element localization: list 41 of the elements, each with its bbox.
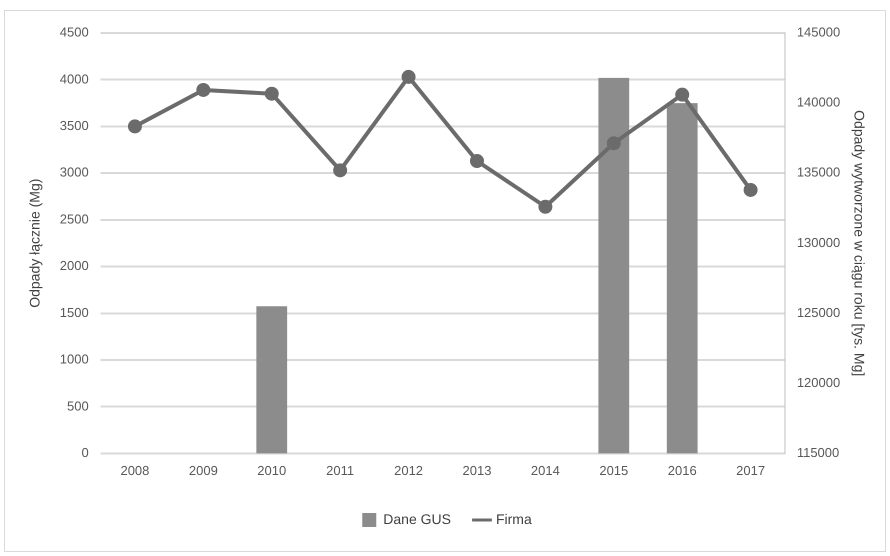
y-tick-label: 3000 (60, 164, 89, 180)
y2-tick-label: 120000 (796, 374, 840, 390)
point (744, 182, 758, 197)
y2-axis-title: Odpady wytworzone w ciągu roku [tys. Mg] (852, 110, 868, 376)
y-tick-label: 1000 (60, 352, 89, 367)
point (675, 88, 690, 102)
point (606, 136, 621, 150)
x-tick-label: 2012 (394, 462, 424, 478)
point (128, 119, 142, 134)
legend-label: Firma (496, 510, 532, 527)
y2-tick-label: 135000 (796, 164, 840, 180)
point (333, 163, 348, 178)
point (402, 70, 416, 84)
y2-tick-label: 140000 (796, 94, 840, 110)
y2-tick-label: 115000 (796, 444, 840, 460)
y-tick-label: 1500 (60, 304, 89, 320)
point (538, 200, 552, 214)
y-tick-label: 2500 (60, 211, 89, 226)
legend-label: Dane GUS (383, 510, 451, 527)
x-tick-label: 2008 (120, 462, 150, 478)
y-tick-label: 4500 (60, 24, 89, 40)
y-tick-label: 500 (67, 398, 89, 414)
x-tick-label: 2014 (530, 462, 560, 478)
x-tick-label: 2017 (736, 462, 766, 478)
y-tick-label: 4000 (60, 71, 89, 86)
x-tick-label: 2009 (188, 462, 218, 478)
point (196, 82, 210, 97)
x-tick-label: 2010 (257, 462, 286, 478)
point (264, 86, 279, 101)
y2-tick-label: 145000 (796, 24, 840, 40)
y-tick-label: 0 (81, 444, 89, 460)
y-axis-title: Odpady łącznie (Mg) (26, 178, 42, 308)
y-tick-label: 3500 (60, 118, 89, 133)
y2-tick-label: 125000 (796, 304, 840, 320)
x-tick-label: 2013 (462, 462, 492, 478)
y2-tick-label: 130000 (796, 234, 840, 250)
x-tick-label: 2011 (326, 462, 354, 478)
x-tick-label: 2016 (668, 462, 697, 478)
y-tick-label: 2000 (60, 258, 89, 274)
x-tick-label: 2015 (599, 462, 628, 478)
point (470, 154, 484, 168)
